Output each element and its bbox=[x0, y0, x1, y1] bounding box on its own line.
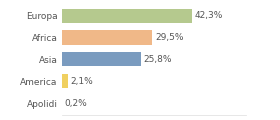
Bar bbox=[62, 52, 141, 66]
Text: 2,1%: 2,1% bbox=[71, 77, 93, 86]
Bar bbox=[62, 74, 68, 88]
Bar bbox=[62, 30, 152, 45]
Text: 0,2%: 0,2% bbox=[65, 99, 87, 108]
Text: 29,5%: 29,5% bbox=[155, 33, 183, 42]
Text: 25,8%: 25,8% bbox=[144, 55, 172, 64]
Bar bbox=[62, 9, 192, 23]
Text: 42,3%: 42,3% bbox=[194, 11, 223, 20]
